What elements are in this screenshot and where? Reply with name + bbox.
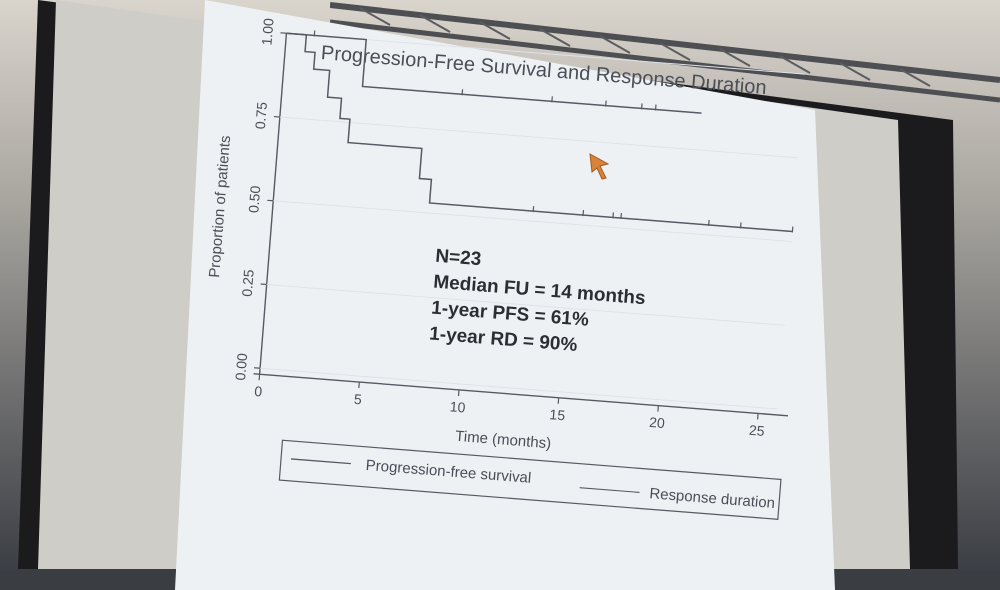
x-tick-label: 25: [748, 422, 765, 439]
stat-n: N=23: [435, 246, 482, 271]
y-tick-label: 0.50: [245, 185, 263, 214]
x-tick-label: 20: [649, 414, 666, 431]
x-tick-label: 5: [353, 391, 362, 408]
y-tick-label: 0.75: [252, 101, 270, 130]
y-tick-label: 1.00: [258, 17, 276, 46]
x-tick-label: 15: [549, 406, 566, 423]
y-tick-label: 0.25: [239, 269, 257, 298]
y-tick-label: 0.00: [232, 352, 250, 381]
x-tick-label: 0: [254, 383, 263, 400]
presentation-slide: Progression-Free Survival and Response D…: [175, 0, 855, 590]
x-tick-label: 10: [449, 398, 466, 415]
cursor-arrow-icon: [588, 152, 614, 180]
